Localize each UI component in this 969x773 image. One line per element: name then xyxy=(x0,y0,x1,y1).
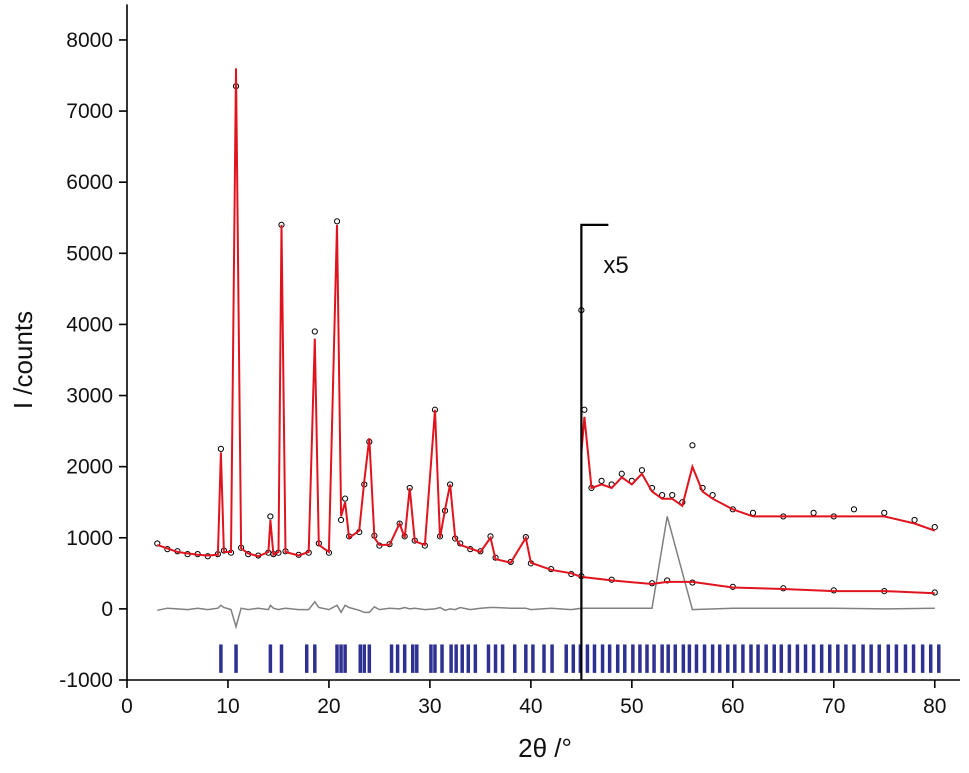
observed-point-x5 xyxy=(810,509,817,516)
observed-point-x5 xyxy=(689,442,696,449)
scale-marker xyxy=(580,223,609,680)
observed-point xyxy=(457,540,464,547)
observed-point-x5 xyxy=(581,406,588,413)
y-tick-label: 5000 xyxy=(66,242,113,265)
observed-point-x5 xyxy=(638,467,646,474)
observed-point xyxy=(267,513,274,520)
y-tick-label: 4000 xyxy=(66,313,113,336)
observed-point xyxy=(341,495,349,502)
observed-point-x5 xyxy=(598,477,605,484)
observed-point-x5 xyxy=(931,524,938,531)
difference-line xyxy=(157,516,935,630)
x-tick-label: 50 xyxy=(620,695,643,718)
observed-point xyxy=(333,218,341,225)
x-tick-label: 60 xyxy=(721,695,744,718)
calculated-line-x5 xyxy=(580,416,936,532)
observed-point-x5 xyxy=(850,506,858,513)
x-axis-title: 2θ /° xyxy=(518,733,572,763)
observed-point-x5 xyxy=(911,516,918,524)
y-tick-label: 0 xyxy=(101,598,113,621)
observed-point-x5 xyxy=(881,509,888,516)
x-tick-label: 40 xyxy=(519,695,542,718)
x-tick-label: 70 xyxy=(822,695,845,718)
observed-point xyxy=(337,516,345,524)
y-tick-label: 1000 xyxy=(66,527,113,550)
observed-point xyxy=(311,328,318,335)
x-tick-label: 30 xyxy=(418,695,441,718)
x-tick-label: 10 xyxy=(216,695,239,718)
observed-point xyxy=(154,540,161,547)
x-tick-label: 20 xyxy=(317,695,340,718)
x-tick-label: 0 xyxy=(121,695,133,718)
y-tick-label: 3000 xyxy=(66,385,113,408)
annotation: x5 xyxy=(603,252,628,279)
y-axis-title: I /counts xyxy=(8,311,38,409)
calculated-line xyxy=(156,68,935,595)
observed-point xyxy=(217,445,225,452)
y-tick-label: 2000 xyxy=(66,456,113,479)
y-tick-label: 6000 xyxy=(66,171,113,194)
y-tick-label: -1000 xyxy=(59,669,113,692)
y-tick-label: 8000 xyxy=(66,29,113,52)
observed-point-x5 xyxy=(618,470,625,477)
observed-point xyxy=(664,577,671,584)
y-tick-label: 7000 xyxy=(66,100,113,123)
x-tick-label: 80 xyxy=(923,695,946,718)
observed-point-x5 xyxy=(669,491,676,499)
observed-point-x5 xyxy=(749,509,757,516)
